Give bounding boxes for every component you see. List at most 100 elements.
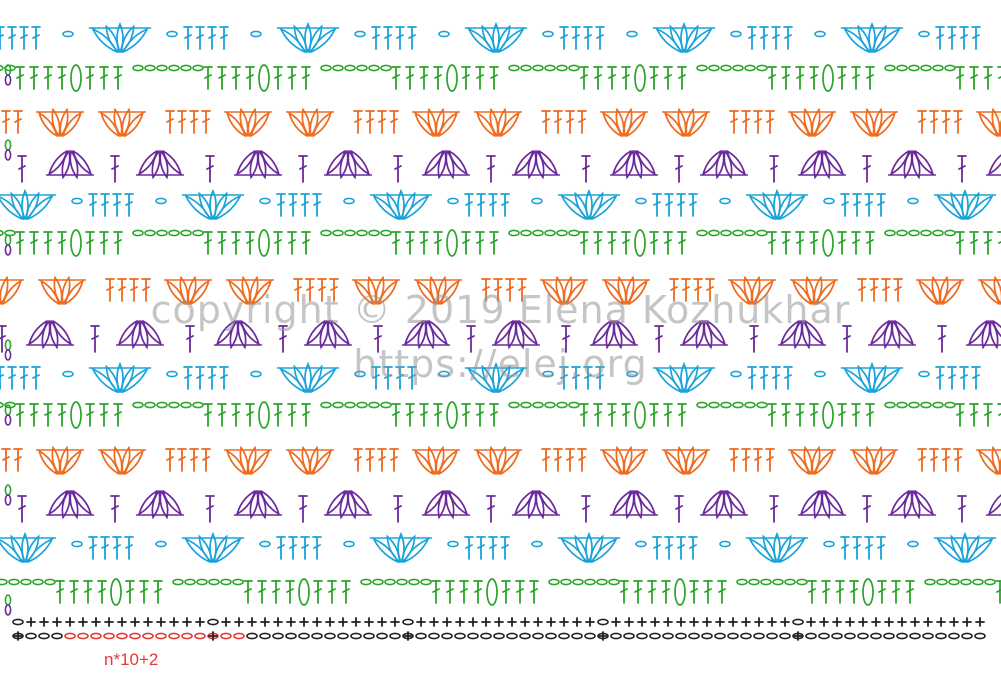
cluster-petal: [636, 490, 657, 516]
cluster-petal: [190, 279, 211, 305]
double-crochet: [287, 66, 297, 90]
double-crochet: [877, 580, 887, 604]
chain-stitch: [907, 197, 919, 205]
double-crochet: [110, 155, 120, 183]
chain-stitch: [350, 632, 362, 640]
double-crochet: [677, 231, 687, 255]
double-crochet: [619, 580, 629, 604]
double-crochet: [583, 366, 593, 390]
chain-stitch: [542, 370, 554, 378]
double-crochet: [298, 495, 308, 523]
chain-stitch: [380, 64, 392, 72]
chain-stitch: [320, 401, 332, 409]
cluster-petal: [312, 449, 333, 475]
double-crochet: [205, 495, 215, 523]
double-crochet: [541, 110, 551, 134]
cluster-petal: [747, 537, 775, 563]
cluster-petal: [616, 320, 637, 346]
chain-stitch: [192, 229, 204, 237]
cluster-petal: [137, 150, 158, 176]
cluster-petal: [72, 150, 93, 176]
cluster-petal: [803, 107, 813, 137]
single-crochet: [975, 617, 985, 627]
cluster-petal: [779, 537, 807, 563]
double-crochet: [207, 26, 217, 50]
chain-stitch: [560, 578, 572, 586]
chain-stitch: [544, 229, 556, 237]
chain-stitch: [8, 578, 20, 586]
double-crochet: [488, 193, 498, 217]
cluster-petal: [438, 111, 459, 137]
double-crochet: [141, 278, 151, 302]
cluster-petal: [654, 27, 682, 53]
double-crochet: [13, 110, 23, 134]
single-crochet: [819, 617, 829, 627]
cluster-petal: [686, 27, 714, 53]
single-crochet: [312, 617, 322, 627]
double-crochet: [891, 580, 901, 604]
double-crochet: [852, 193, 862, 217]
double-crochet: [57, 231, 67, 255]
double-crochet: [971, 366, 981, 390]
cluster-petal: [987, 494, 1001, 516]
single-crochet: [611, 617, 621, 627]
chain-stitch: [0, 229, 4, 237]
double-crochet: [177, 448, 187, 472]
double-crochet: [377, 448, 387, 472]
single-crochet: [897, 617, 907, 627]
double-crochet: [571, 366, 581, 390]
cluster-petal: [27, 320, 48, 346]
chain-stitch: [649, 632, 661, 640]
chain-stitch: [25, 632, 37, 640]
double-crochet: [185, 325, 195, 353]
long-cluster: [674, 578, 686, 606]
chain-stitch: [784, 578, 796, 586]
double-crochet: [85, 231, 95, 255]
double-crochet: [917, 448, 927, 472]
cluster-petal: [715, 490, 725, 520]
single-crochet: [598, 631, 608, 641]
cluster-petal: [917, 279, 938, 305]
cluster-petal: [686, 367, 714, 393]
double-crochet: [869, 278, 879, 302]
double-crochet: [565, 448, 575, 472]
cluster-petal: [0, 196, 23, 220]
cluster-petal: [842, 27, 870, 53]
long-cluster: [822, 229, 834, 257]
long-cluster: [446, 229, 458, 257]
chain-stitch: [180, 229, 192, 237]
double-crochet: [767, 403, 777, 427]
chain-stitch: [696, 64, 708, 72]
chain-stitch: [508, 401, 520, 409]
double-crochet: [688, 536, 698, 560]
double-crochet: [677, 66, 687, 90]
double-crochet: [287, 231, 297, 255]
chain-stitch: [568, 229, 580, 237]
double-crochet: [488, 536, 498, 560]
cluster-petal: [726, 490, 747, 516]
cluster-petal: [403, 194, 431, 220]
chain-stitch: [948, 632, 960, 640]
chain-stitch: [544, 401, 556, 409]
chain-stitch: [909, 632, 921, 640]
cluster-petal: [239, 445, 249, 475]
cluster-petal: [824, 150, 845, 176]
chain-stitch: [870, 632, 882, 640]
chain-stitch: [4, 234, 12, 246]
single-crochet: [416, 617, 426, 627]
double-crochet: [501, 580, 511, 604]
cluster-petal: [90, 367, 118, 393]
long-cluster: [258, 401, 270, 429]
cluster-petal: [415, 279, 436, 305]
cluster-petal: [403, 537, 431, 563]
double-crochet: [865, 66, 875, 90]
cluster-petal: [793, 320, 803, 350]
cluster-petal: [475, 449, 496, 475]
cluster-petal: [52, 320, 73, 346]
double-crochet: [105, 278, 115, 302]
double-crochet: [837, 66, 847, 90]
double-crochet: [301, 403, 311, 427]
single-crochet: [403, 631, 413, 641]
double-crochet: [312, 536, 322, 560]
long-cluster: [486, 578, 498, 606]
